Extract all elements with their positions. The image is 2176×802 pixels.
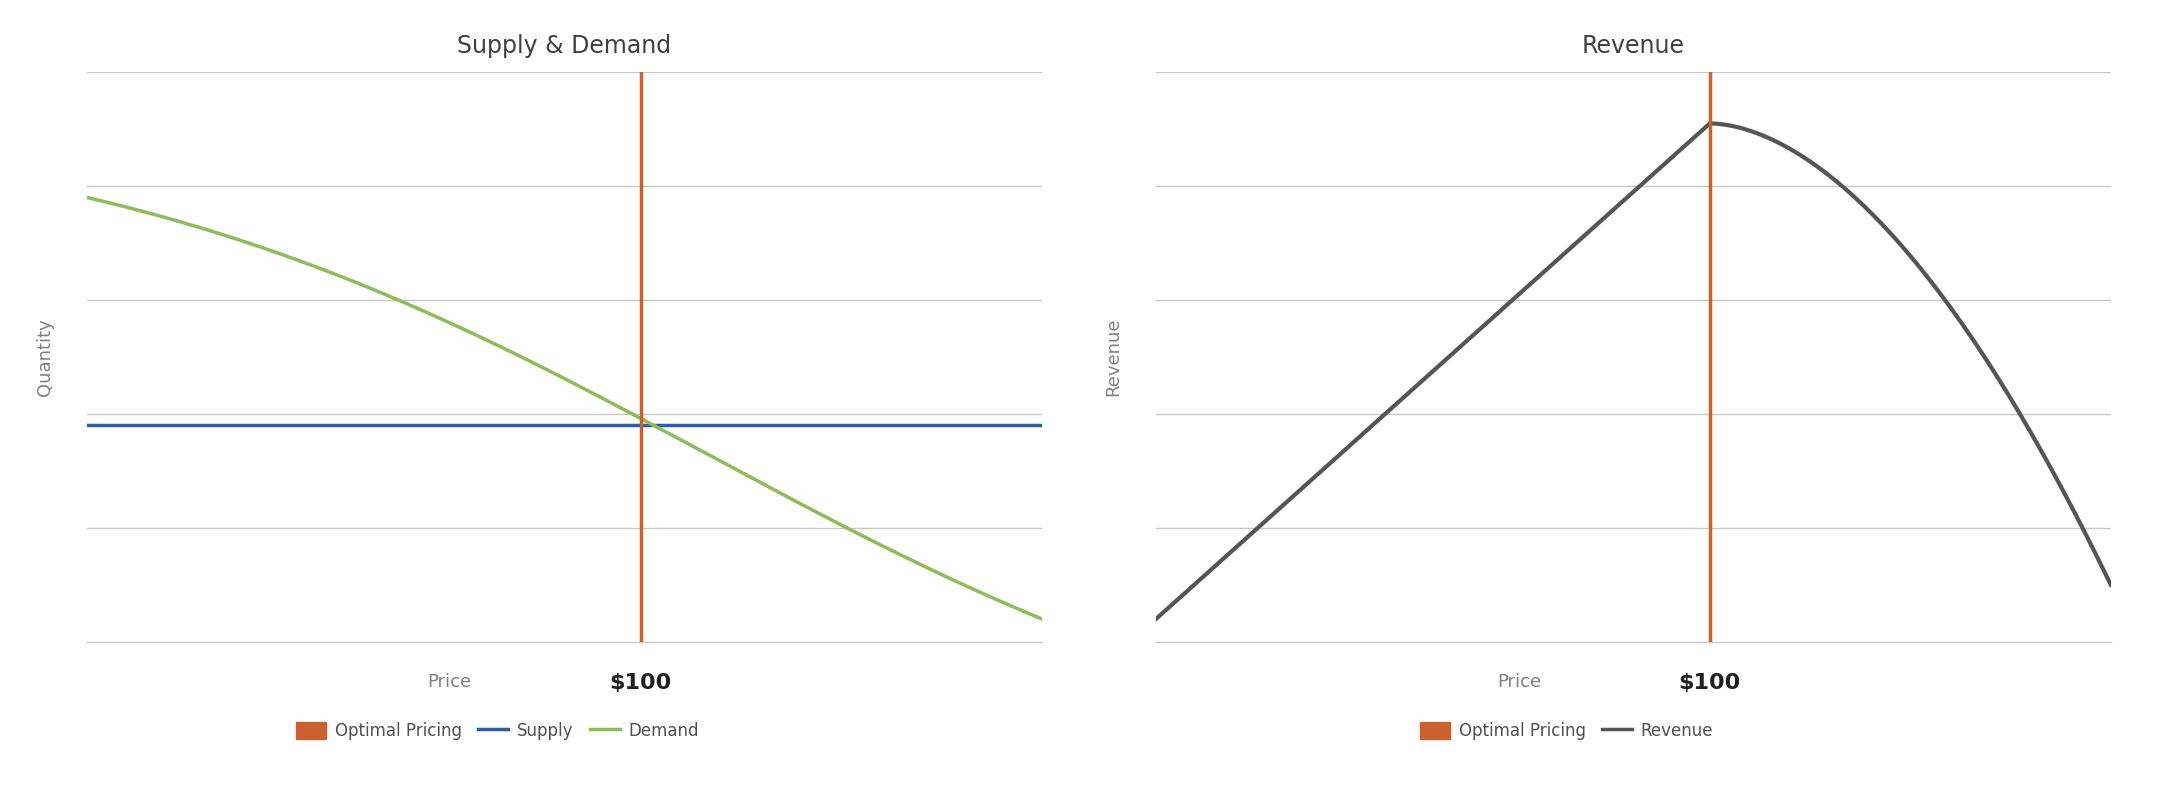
Demand	[768, 488, 794, 498]
Supply	[385, 420, 411, 430]
Line: Demand: Demand	[87, 197, 1042, 619]
Line: Revenue: Revenue	[1155, 124, 2111, 619]
Title: Revenue: Revenue	[1582, 34, 1684, 58]
Revenue	[1697, 119, 1723, 128]
Supply	[74, 420, 100, 430]
Text: Price: Price	[1497, 673, 1541, 691]
Supply	[453, 420, 479, 430]
Demand	[764, 486, 790, 496]
Demand	[74, 192, 100, 202]
Demand	[385, 295, 411, 305]
Supply	[768, 420, 794, 430]
Revenue	[1521, 275, 1547, 285]
Demand	[1029, 614, 1055, 624]
Supply	[1029, 420, 1055, 430]
Revenue	[1258, 511, 1284, 520]
Revenue	[1142, 614, 1169, 624]
Text: $100: $100	[1678, 673, 1741, 693]
Legend: Optimal Pricing, Revenue: Optimal Pricing, Revenue	[1414, 715, 1719, 747]
Demand	[675, 439, 701, 448]
Revenue	[1834, 187, 1860, 196]
Supply	[675, 420, 701, 430]
Text: Price: Price	[429, 673, 472, 691]
Supply	[189, 420, 215, 430]
Title: Supply & Demand: Supply & Demand	[457, 34, 672, 58]
Legend: Optimal Pricing, Supply, Demand: Optimal Pricing, Supply, Demand	[289, 715, 705, 747]
Text: $100: $100	[609, 673, 672, 693]
Demand	[189, 224, 215, 233]
Revenue	[2098, 580, 2124, 589]
Supply	[764, 420, 790, 430]
Revenue	[1841, 191, 1867, 200]
Text: Quantity: Quantity	[35, 318, 54, 395]
Text: Revenue: Revenue	[1105, 318, 1123, 396]
Demand	[453, 325, 479, 334]
Revenue	[1456, 335, 1482, 345]
Revenue	[1747, 130, 1773, 140]
